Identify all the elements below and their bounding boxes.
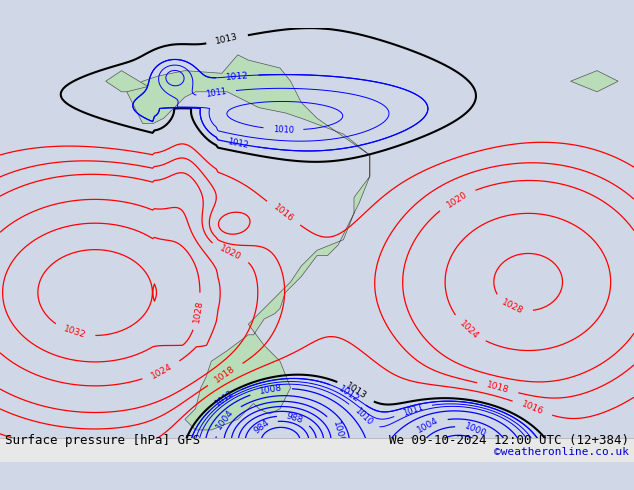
Text: 984: 984 [252,418,271,436]
Text: 996: 996 [300,462,320,478]
Text: 1010: 1010 [273,124,294,135]
Text: 1004: 1004 [215,408,236,431]
Text: 1024: 1024 [150,362,174,381]
Text: We 09-10-2024 12:00 UTC (12+384): We 09-10-2024 12:00 UTC (12+384) [389,434,629,447]
Text: 1000: 1000 [330,420,346,445]
Text: 1000: 1000 [463,421,488,439]
Text: 1012: 1012 [227,137,249,150]
Text: 1020: 1020 [218,244,242,262]
Text: 980: 980 [275,448,294,461]
Text: 1018: 1018 [213,364,237,385]
Bar [0,438,634,462]
Text: 1013: 1013 [344,381,368,401]
Text: 1016: 1016 [520,400,545,417]
Polygon shape [106,71,148,92]
Text: 1028: 1028 [500,298,524,317]
Text: 1032: 1032 [62,325,87,341]
Text: ©weatheronline.co.uk: ©weatheronline.co.uk [494,447,629,457]
Text: 1012: 1012 [213,389,235,409]
Text: 988: 988 [285,411,304,425]
Text: 1011: 1011 [401,402,424,417]
Text: 1008: 1008 [383,455,402,480]
Text: 1008: 1008 [259,384,283,396]
Text: 1010: 1010 [353,406,374,427]
Text: 996: 996 [437,460,456,475]
Text: 992: 992 [249,459,268,474]
Text: 1018: 1018 [486,380,510,395]
Text: 1012: 1012 [337,384,361,404]
Polygon shape [571,71,618,92]
Polygon shape [127,55,370,430]
Text: Surface pressure [hPa] GFS: Surface pressure [hPa] GFS [5,434,200,447]
Text: 1020: 1020 [444,189,469,209]
Text: 1016: 1016 [272,202,295,224]
Text: 1028: 1028 [192,299,205,323]
Text: 1013: 1013 [215,32,239,46]
Text: 1024: 1024 [457,318,480,341]
Text: 1011: 1011 [205,87,227,99]
Text: 1004: 1004 [415,416,440,435]
Text: 1012: 1012 [226,71,249,82]
